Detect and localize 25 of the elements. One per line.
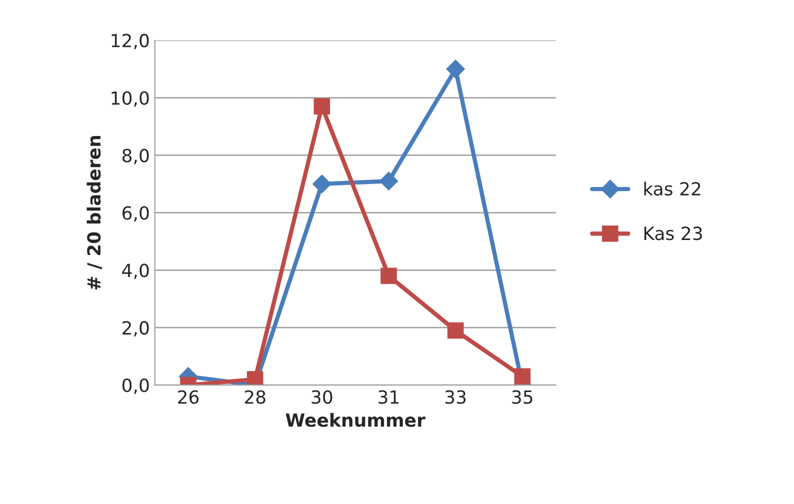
y-tick-label: 6,0 bbox=[122, 206, 149, 222]
point bbox=[446, 60, 465, 78]
x-tick-label: 33 bbox=[445, 390, 466, 404]
legend-label: Kas 23 bbox=[644, 226, 702, 240]
y-axis-title: # / 20 bladeren bbox=[86, 136, 102, 290]
point bbox=[314, 98, 330, 115]
point bbox=[312, 174, 332, 194]
y-tick-label: 12,0 bbox=[112, 34, 149, 50]
y-tick-label: 10,0 bbox=[112, 91, 149, 107]
x-tick-label: 28 bbox=[244, 390, 266, 404]
x-tick-label: 30 bbox=[312, 390, 332, 404]
x-tick-label: 31 bbox=[378, 390, 399, 404]
legend-label: kas 22 bbox=[644, 182, 700, 196]
point bbox=[246, 371, 264, 386]
y-tick-label: 8,0 bbox=[122, 148, 149, 164]
y-tick-label: 0,0 bbox=[122, 378, 149, 394]
point bbox=[447, 322, 464, 339]
y-tick-label: 4,0 bbox=[122, 264, 149, 280]
y-tick-label: 2,0 bbox=[122, 321, 149, 337]
point bbox=[379, 172, 398, 190]
x-tick-label: 26 bbox=[178, 390, 199, 404]
point bbox=[380, 268, 397, 284]
point bbox=[514, 368, 531, 385]
x-tick-label: 35 bbox=[512, 390, 532, 404]
x-axis-title: Weeknummer bbox=[286, 412, 426, 427]
